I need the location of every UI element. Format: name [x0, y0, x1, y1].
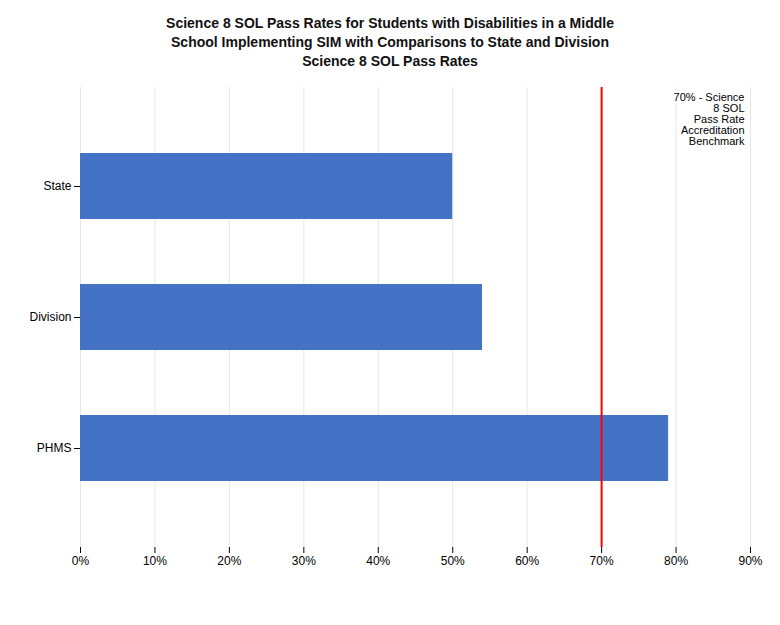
svg-text:90%: 90%: [738, 554, 762, 568]
svg-text:30%: 30%: [292, 554, 316, 568]
html-text:School Implementing SIM with C: School Implementing SIM with Comparisons…: [171, 33, 609, 50]
svg-text:State: State: [43, 179, 71, 193]
svg-text:10%: 10%: [143, 554, 167, 568]
html-text:Science 8 SOL Pass Rates: Science 8 SOL Pass Rates: [302, 52, 478, 69]
svg-text:80%: 80%: [664, 554, 688, 568]
svg-text:40%: 40%: [366, 554, 390, 568]
svg-text:Division: Division: [29, 310, 71, 324]
svg-text:70%: 70%: [590, 554, 614, 568]
svg-text:PHMS: PHMS: [37, 441, 72, 455]
svg-text:50%: 50%: [441, 554, 465, 568]
svg-text:20%: 20%: [217, 554, 241, 568]
svg-text:0%: 0%: [72, 554, 90, 568]
svg-text:70% - Science8 SOLPass RateAcc: 70% - Science8 SOLPass RateAccreditation…: [674, 91, 745, 147]
html-text:Science 8 SOL Pass Rates for S: Science 8 SOL Pass Rates for Students wi…: [166, 15, 614, 31]
svg-text:60%: 60%: [515, 554, 539, 568]
